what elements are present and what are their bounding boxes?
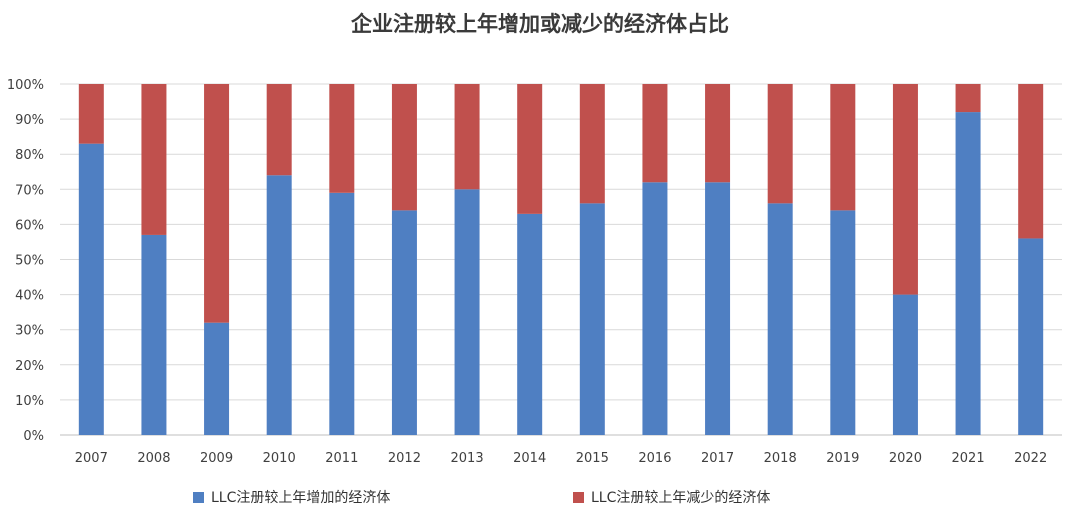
y-tick-label: 0% [23,429,44,444]
legend-item-increase: LLC注册较上年增加的经济体 [193,487,390,507]
bar-segment-increase [329,192,355,435]
legend-swatch-decrease [573,491,584,503]
bar-segment-increase [517,213,543,435]
bar-segment-decrease [830,84,856,211]
bar-segment-decrease [1018,84,1044,239]
chart-plot: 0% 10% 20% 30% 40% 50% 60% 70% 80% 90% 100% 2007 200… [7,78,1062,466]
x-tick-label: 2017 [701,451,734,466]
y-tick-label: 10% [15,394,44,409]
bar-segment-decrease [955,84,981,113]
y-tick-label: 90% [15,113,44,128]
x-tick-label: 2014 [513,451,546,466]
bar-segment-decrease [266,84,292,176]
bar-segment-increase [705,182,731,435]
bar-segment-increase [579,203,605,435]
bar-segment-decrease [517,84,543,214]
bar-segment-increase [266,175,292,435]
bar-segment-decrease [892,84,918,295]
bar-segment-decrease [642,84,668,183]
bar-segment-increase [767,203,793,435]
bar-segment-decrease [767,84,793,204]
x-tick-label: 2020 [889,451,922,466]
y-tick-label: 100% [7,78,44,93]
bar-segment-increase [141,234,167,435]
x-tick-label: 2012 [388,451,421,466]
bar-segment-decrease [141,84,167,235]
legend-item-decrease: LLC注册较上年减少的经济体 [573,487,770,507]
x-tick-label: 2019 [826,451,859,466]
x-tick-label: 2016 [638,451,671,466]
x-tick-label: 2010 [263,451,296,466]
legend-label-increase: LLC注册较上年增加的经济体 [211,490,391,506]
chart-title: 企业注册较上年增加或减少的经济体占比 [351,12,729,36]
y-tick-label: 20% [15,359,44,374]
y-tick-label: 30% [15,324,44,339]
x-tick-label: 2015 [576,451,609,466]
bar-segment-decrease [329,84,355,193]
bar-segment-increase [642,182,668,435]
bar-segment-decrease [78,84,104,144]
bar-segment-increase [892,294,918,435]
y-tick-label: 60% [15,218,44,233]
x-tick-label: 2009 [200,451,233,466]
legend-label-decrease: LLC注册较上年减少的经济体 [591,490,771,506]
y-tick-label: 50% [15,254,44,269]
x-tick-label: 2018 [764,451,797,466]
bar-segment-decrease [204,84,230,323]
bar-segment-decrease [454,84,480,190]
y-tick-label: 70% [15,183,44,198]
chart-legend: LLC注册较上年增加的经济体 LLC注册较上年减少的经济体 [0,485,1080,509]
x-tick-label: 2022 [1014,451,1047,466]
bar-segment-decrease [579,84,605,204]
bar-segment-increase [955,112,981,435]
bar-segment-increase [454,189,480,435]
legend-swatch-increase [193,491,204,503]
x-tick-label: 2011 [325,451,358,466]
y-tick-label: 40% [15,289,44,304]
x-tick-label: 2007 [75,451,108,466]
x-tick-label: 2013 [451,451,484,466]
x-tick-label: 2021 [952,451,985,466]
y-tick-label: 80% [15,148,44,163]
x-tick-label: 2008 [137,451,170,466]
bar-segment-increase [204,322,230,435]
bar-segment-increase [391,210,417,435]
bar-segment-increase [78,143,104,436]
bar-segment-increase [830,210,856,435]
bar-segment-increase [1018,238,1044,435]
bar-segment-decrease [705,84,731,183]
bar-segment-decrease [391,84,417,211]
